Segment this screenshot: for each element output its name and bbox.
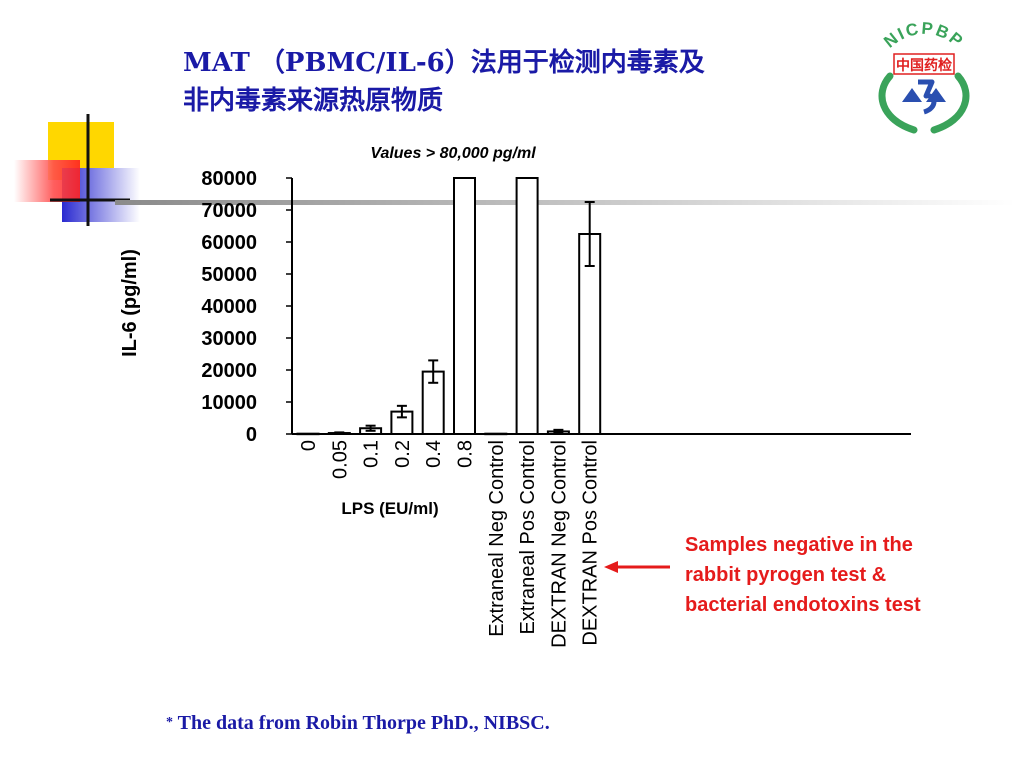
x-tick-label-3: 0.2 <box>392 440 414 468</box>
slide-title-line-2: 非内毒素来源热原物质 <box>183 86 444 116</box>
annotation-note: Samples negative in the rabbit pyrogen t… <box>685 530 1005 620</box>
x-axis-label: LPS (EU/ml) <box>341 499 438 518</box>
x-tick-label-2: 0.1 <box>361 440 383 468</box>
chart-annotation: Values > 80,000 pg/ml <box>370 145 536 162</box>
y-tick-label: 40000 <box>201 296 257 318</box>
logo-badge-text: 中国药检 <box>896 57 952 74</box>
y-tick-label: 0 <box>246 424 257 446</box>
footnote-text: The data from Robin Thorpe PhD., NIBSC. <box>177 712 550 734</box>
note-line-1: Samples negative in the <box>685 534 913 556</box>
x-tick-label-8: DEXTRAN Neg Control <box>548 440 570 648</box>
slide-title-line-1: MAT （PBMC/IL-6）法用于检测内毒素及 <box>183 48 705 78</box>
pointer-arrow <box>604 561 670 573</box>
y-tick-label: 80000 <box>201 168 257 190</box>
note-line-2: rabbit pyrogen test & <box>685 564 887 586</box>
footnote-star: * <box>166 715 173 730</box>
logo-badge <box>893 53 955 75</box>
x-tick-label-6: Extraneal Neg Control <box>486 440 508 637</box>
y-tick-label: 30000 <box>201 328 257 350</box>
x-axis-tick-labels: 0 0.05 0.1 0.2 0.4 0.8 Extraneal Neg Control Ex… <box>298 440 602 648</box>
y-tick-label: 70000 <box>201 200 257 222</box>
x-tick-label-7: Extraneal Pos Control <box>517 440 539 635</box>
deco-red-square <box>14 160 80 202</box>
logo-emblem-stroke-icon <box>918 79 937 115</box>
footnote: * The data from Robin Thorpe PhD., NIBSC… <box>166 712 550 735</box>
y-axis-label: IL-6 (pg/ml) <box>119 249 141 357</box>
bar-7 <box>515 177 539 435</box>
y-tick-label: 50000 <box>201 264 257 286</box>
y-tick-label: 60000 <box>201 232 257 254</box>
x-tick-label-1: 0.05 <box>329 440 351 479</box>
x-tick-label-5: 0.8 <box>455 440 477 468</box>
arrow-head-icon <box>604 561 618 573</box>
bars <box>296 177 602 436</box>
note-line-3: bacterial endotoxins test <box>685 594 921 616</box>
x-tick-label-4: 0.4 <box>423 440 445 468</box>
x-tick-label-9: DEXTRAN Pos Control <box>580 440 602 646</box>
slide-title: MAT （PBMC/IL-6）法用于检测内毒素及 非内毒素来源热原物质 <box>183 44 843 120</box>
bar-5 <box>453 177 476 435</box>
y-axis-ticks: 0 10000 20000 30000 40000 50000 60000 70000 8000… <box>201 168 292 446</box>
corner-decoration <box>14 114 140 226</box>
logo-right-wreath <box>930 72 970 134</box>
x-tick-label-0: 0 <box>298 440 320 451</box>
nicpbp-logo: NICPBP 中国药检 <box>878 20 970 134</box>
header-rule <box>115 200 1015 205</box>
y-tick-label: 20000 <box>201 360 257 382</box>
logo-left-wreath <box>878 72 918 134</box>
y-tick-label: 10000 <box>201 392 257 414</box>
